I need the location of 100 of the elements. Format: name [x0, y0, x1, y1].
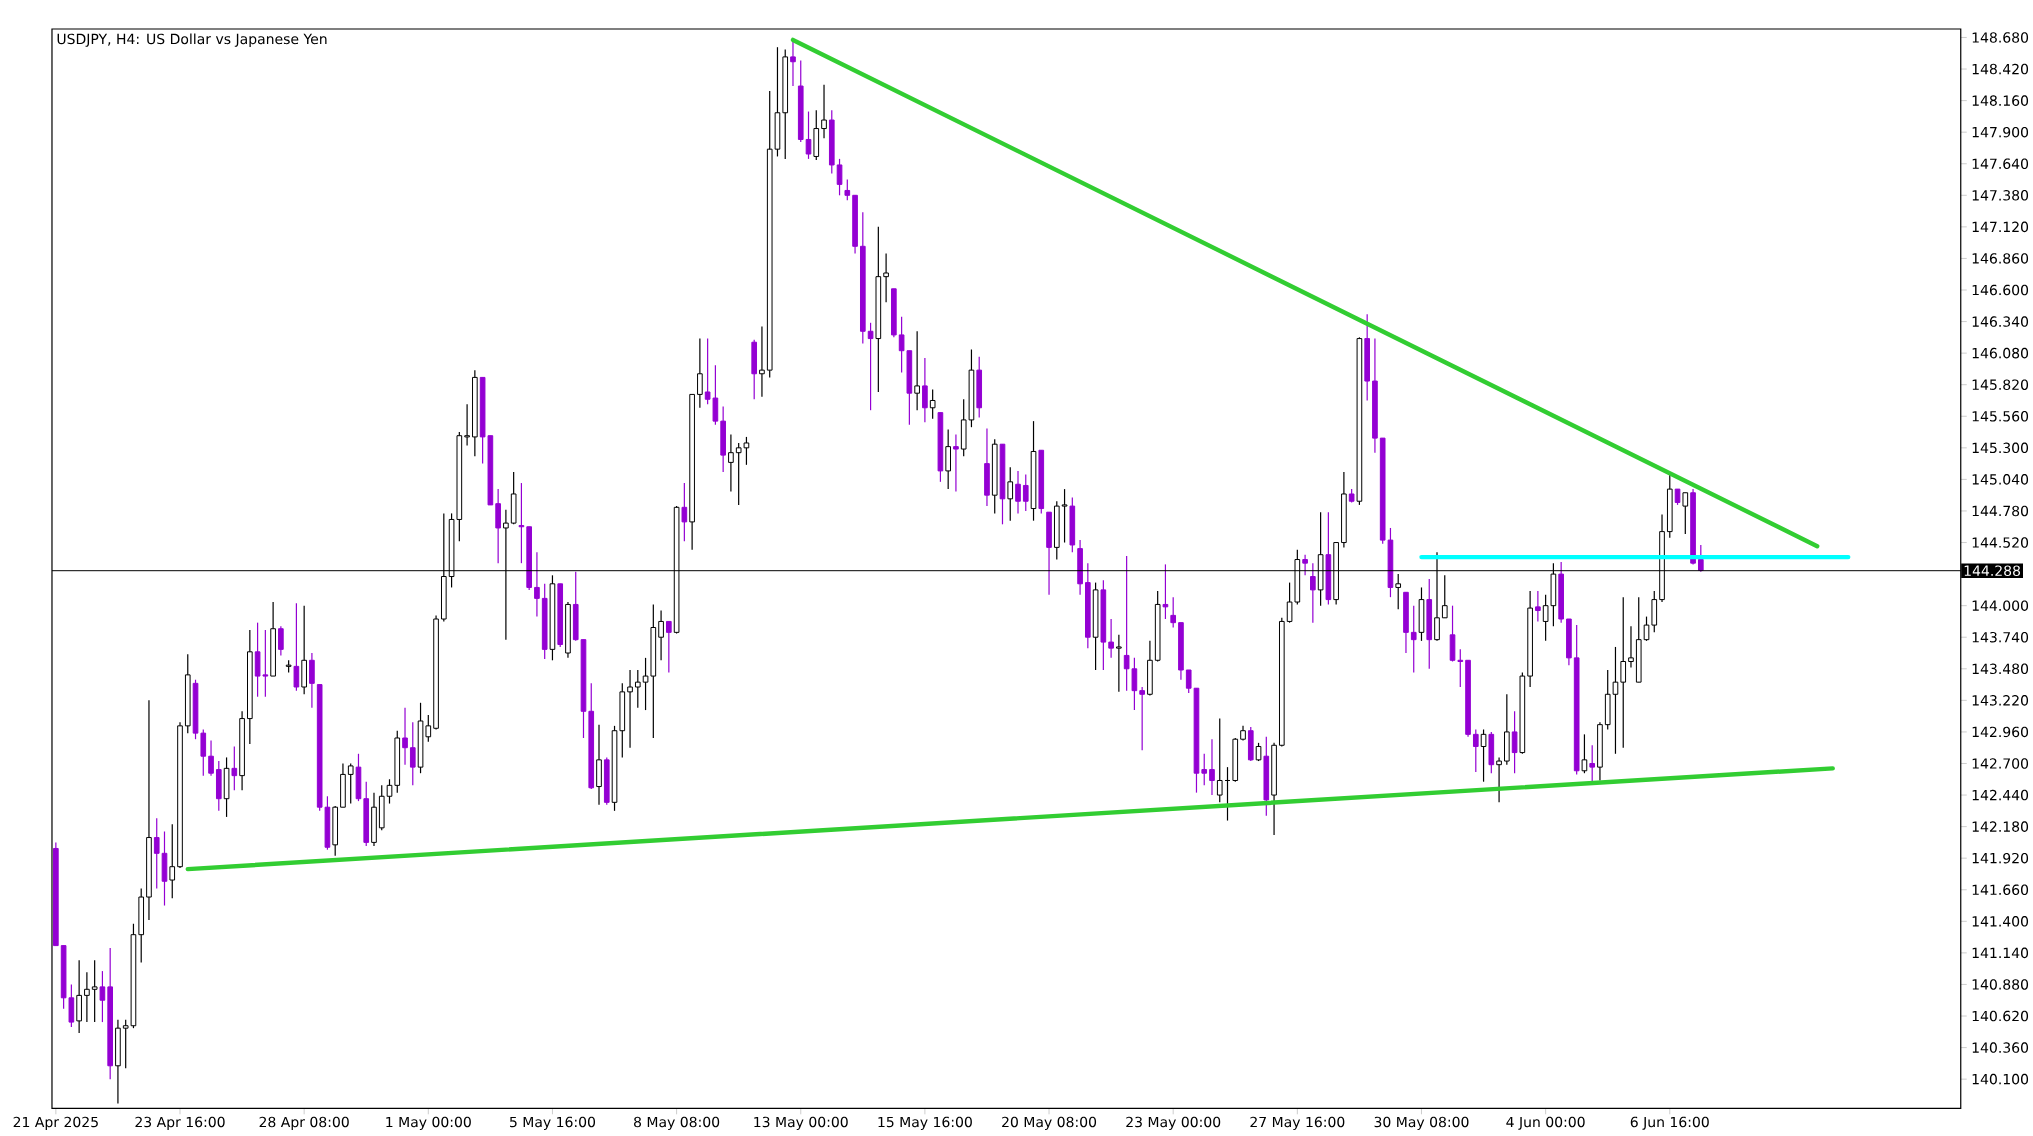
candlestick [464, 403, 470, 446]
candlestick [1116, 634, 1122, 693]
candlestick [1472, 728, 1479, 773]
y-tick-label: 147.120 [1972, 221, 2029, 233]
candlestick [666, 620, 672, 673]
x-tick-label: 4 Jun 00:00 [1506, 1116, 1585, 1130]
candlestick [409, 721, 416, 786]
candlestick [518, 482, 525, 564]
x-tick-label: 23 Apr 16:00 [135, 1116, 225, 1130]
ref-line-label: 144.288 [1964, 565, 2021, 576]
x-tick-label: 1 May 00:00 [386, 1116, 471, 1130]
candlestick [1496, 756, 1502, 803]
y-tick-label: 140.880 [1972, 979, 2029, 990]
y-tick-label: 142.180 [1972, 821, 2029, 832]
x-tick-label: 23 May 00:00 [1126, 1116, 1221, 1130]
x-tick-label: 8 May 08:00 [634, 1116, 720, 1130]
candlestick [1395, 573, 1402, 610]
x-tick-label: 13 May 00:00 [754, 1116, 848, 1130]
y-tick-label: 141.660 [1972, 884, 2029, 895]
y-tick-label: 146.600 [1972, 284, 2029, 296]
y-tick-label: 148.160 [1972, 95, 2029, 106]
candlestick [1201, 753, 1208, 786]
candlestick [534, 551, 540, 618]
y-tick-label: 147.900 [1972, 126, 2029, 138]
candlestick [1302, 553, 1308, 576]
candlestick [1209, 738, 1215, 796]
candlestick [1108, 618, 1114, 659]
candlestick [347, 762, 354, 805]
candlestick [1007, 466, 1014, 522]
candlestick [402, 706, 408, 766]
candlestick [759, 325, 765, 398]
y-tick-label: 146.080 [1972, 347, 2029, 359]
y-tick-label: 145.560 [1972, 410, 2029, 422]
candlestick [867, 322, 874, 411]
y-tick-label: 144.780 [1972, 505, 2029, 517]
candlestick [922, 357, 928, 423]
y-tick-label: 145.300 [1972, 442, 2029, 453]
candlestick [1682, 492, 1689, 535]
y-tick-label: 142.700 [1972, 758, 2029, 769]
x-tick-label: 5 May 16:00 [510, 1116, 596, 1130]
x-tick-label: 20 May 08:00 [1002, 1116, 1097, 1130]
candlestick [1620, 596, 1627, 749]
y-tick-label: 145.040 [1972, 473, 2029, 485]
candlestick [91, 959, 98, 1023]
candlestick [169, 823, 176, 899]
candlestick [1581, 733, 1588, 774]
candlestick [1015, 470, 1021, 514]
y-tick-label: 140.100 [1972, 1073, 2029, 1085]
x-tick-label: 28 Apr 08:00 [259, 1116, 349, 1130]
candlestick [208, 739, 214, 777]
candlestick [805, 110, 812, 160]
y-tick-label: 141.920 [1972, 852, 2029, 864]
candlestick [1255, 742, 1262, 762]
y-tick-label: 141.140 [1972, 947, 2029, 959]
candlestick [658, 609, 664, 661]
y-tick-label: 140.620 [1972, 1010, 2029, 1022]
candlestick [681, 482, 688, 542]
y-tick-label: 147.640 [1972, 158, 2029, 169]
candlestick [1697, 544, 1704, 573]
y-tick-label: 148.680 [1972, 32, 2029, 43]
candlestick [1139, 686, 1145, 751]
candlestick [231, 745, 238, 791]
candlestick [728, 433, 734, 493]
y-tick-label: 146.860 [1972, 253, 2029, 264]
y-tick-label: 144.520 [1972, 537, 2029, 548]
y-tick-label: 147.380 [1972, 189, 2029, 201]
candlestick [836, 158, 843, 196]
candlestick [153, 817, 160, 890]
candlestick [1480, 728, 1487, 783]
chart-title: USDJPY, H4: US Dollar vs Japanese Yen [57, 33, 327, 47]
x-tick-label: 15 May 16:00 [878, 1116, 972, 1130]
candlestick [1061, 488, 1068, 544]
y-tick-label: 148.420 [1972, 63, 2029, 75]
candlestick [1511, 710, 1518, 774]
y-tick-label: 146.340 [1972, 316, 2029, 327]
y-tick-label: 142.960 [1972, 726, 2029, 738]
candlestick [1310, 562, 1316, 624]
y-tick-label: 143.480 [1972, 663, 2029, 674]
candlestick [953, 433, 959, 493]
y-tick-label: 145.820 [1972, 379, 2029, 390]
candlestick [386, 778, 393, 805]
candlestick [883, 252, 889, 303]
candlestick [914, 330, 920, 411]
candlestick [1643, 615, 1650, 642]
x-tick-label: 27 May 16:00 [1250, 1116, 1345, 1130]
candlestick [293, 602, 300, 692]
candlestick [1628, 625, 1634, 669]
candlestick [697, 337, 703, 409]
candlestick [278, 625, 284, 656]
y-tick-label: 143.220 [1972, 694, 2029, 706]
x-tick-label: 21 Apr 2025 [13, 1116, 98, 1130]
candlestick [627, 669, 633, 749]
x-tick-label: 30 May 08:00 [1374, 1116, 1469, 1130]
candlestick [99, 970, 106, 1023]
candlestick [309, 652, 315, 709]
y-tick-label: 141.400 [1972, 915, 2029, 927]
x-tick-label: 6 Jun 16:00 [1630, 1116, 1709, 1130]
candlestick [1170, 596, 1177, 628]
candlestick [1216, 717, 1223, 803]
candlestick [1441, 574, 1448, 619]
